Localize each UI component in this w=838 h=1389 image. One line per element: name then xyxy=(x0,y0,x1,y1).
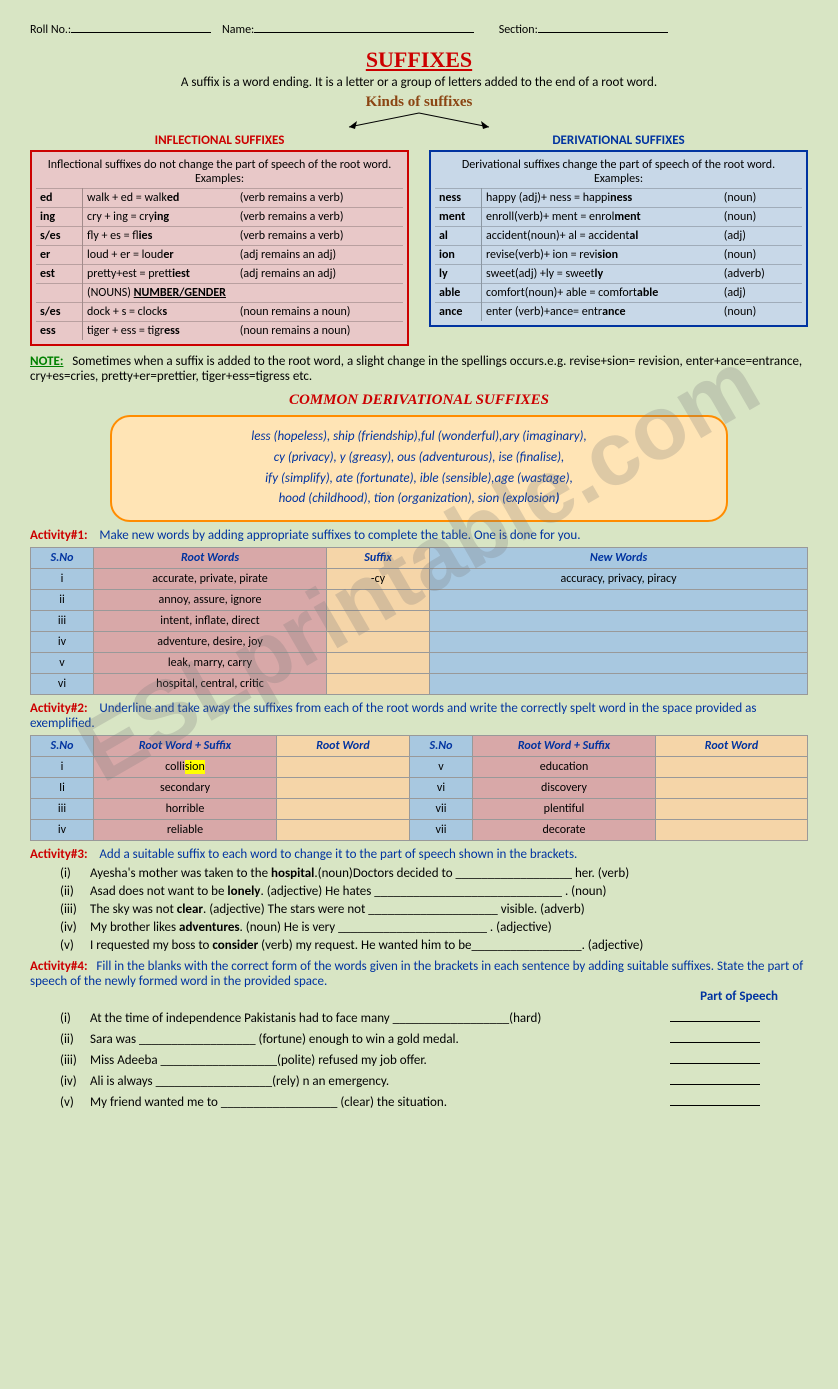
inflectional-title: INFLECTIONAL SUFFIXES xyxy=(30,133,409,148)
activity-2: Activity#2: Underline and take away the … xyxy=(30,701,808,731)
activity-1: Activity#1: Make new words by adding app… xyxy=(30,528,808,543)
part-of-speech-header: Part of Speech xyxy=(30,989,808,1004)
activity-1-table: S.NoRoot WordsSuffixNew Wordsiaccurate, … xyxy=(30,547,808,695)
derivational-box: Derivational suffixes change the part of… xyxy=(429,150,808,327)
page-title: SUFFIXES xyxy=(30,47,808,73)
activity-2-table: S.NoRoot Word + SuffixRoot WordS.NoRoot … xyxy=(30,735,808,841)
subtitle: A suffix is a word ending. It is a lette… xyxy=(30,75,808,90)
arrows-diagram xyxy=(30,111,808,131)
kinds-heading: Kinds of suffixes xyxy=(30,94,808,111)
activity-3-list: (i)Ayesha's mother was taken to the hosp… xyxy=(30,866,808,953)
note-text: NOTE: Sometimes when a suffix is added t… xyxy=(30,354,808,384)
header-fields: Roll No.: Name: Section: xyxy=(30,20,808,37)
inflectional-box: Inflectional suffixes do not change the … xyxy=(30,150,409,346)
common-heading: COMMON DERIVATIONAL SUFFIXES xyxy=(30,392,808,409)
derivational-title: DERIVATIONAL SUFFIXES xyxy=(429,133,808,148)
common-suffixes-box: less (hopeless), ship (friendship),ful (… xyxy=(110,415,728,522)
activity-4-list: (i)At the time of independence Pakistani… xyxy=(30,1008,808,1110)
activity-3: Activity#3: Add a suitable suffix to eac… xyxy=(30,847,808,862)
activity-4: Activity#4: Fill in the blanks with the … xyxy=(30,959,808,989)
